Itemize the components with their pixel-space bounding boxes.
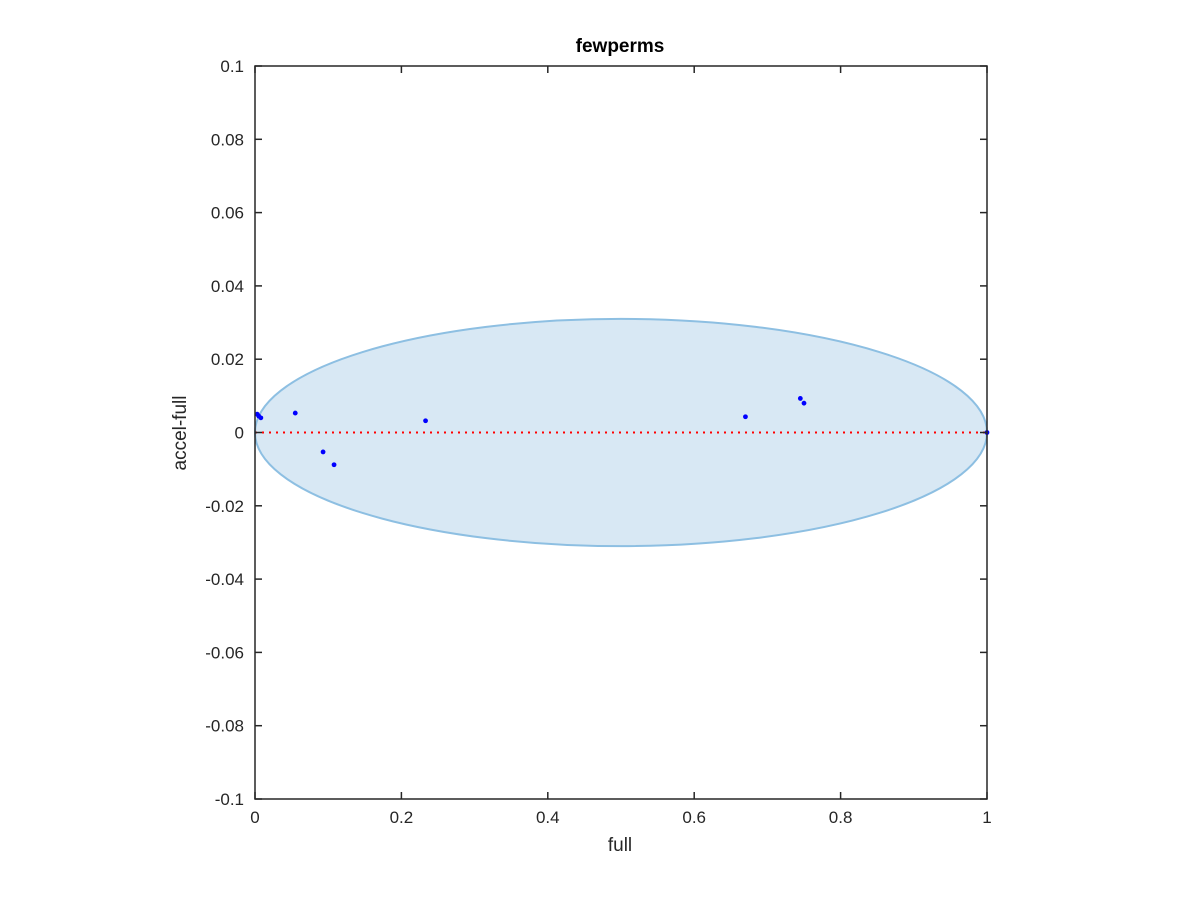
y-tick-label-9: -0.08 [205, 717, 244, 736]
chart-title: fewperms [576, 36, 665, 57]
y-tick-label-3: 0.04 [211, 277, 244, 296]
y-tick-label-8: -0.06 [205, 643, 244, 662]
data-point-5 [320, 449, 326, 455]
y-tick-label-4: 0.02 [211, 350, 244, 369]
y-tick-label-1: 0.08 [211, 130, 244, 149]
data-point-8 [743, 414, 748, 420]
data-point-7 [423, 418, 428, 424]
y-tick-label-7: -0.04 [205, 570, 244, 589]
x-tick-label-1: 0.2 [390, 808, 414, 827]
y-tick-label-5: 0 [235, 424, 244, 443]
y-tick-label-2: 0.06 [211, 204, 244, 223]
data-point-4 [292, 410, 298, 416]
x-tick-label-4: 0.8 [829, 808, 853, 827]
data-point-10 [801, 400, 807, 406]
data-point-3 [258, 415, 264, 421]
y-tick-label-6: -0.02 [205, 497, 244, 516]
x-tick-label-5: 1 [982, 808, 991, 827]
data-point-9 [797, 396, 803, 401]
x-tick-label-0: 0 [250, 808, 259, 827]
data-point-6 [331, 462, 337, 468]
y-tick-label-10: -0.1 [215, 790, 244, 809]
x-tick-label-3: 0.6 [682, 808, 706, 827]
axes: 0 0.2 0.4 0.6 0.8 1 0.1 0.08 0.06 0.04 0.02 0 -0.02 -… [205, 57, 991, 827]
x-tick-label-2: 0.4 [536, 808, 560, 827]
plot-area [254, 317, 990, 548]
y-tick-label-0: 0.1 [220, 57, 244, 76]
y-axis-label: accel-full [170, 396, 191, 471]
x-axis-label: full [608, 835, 632, 856]
